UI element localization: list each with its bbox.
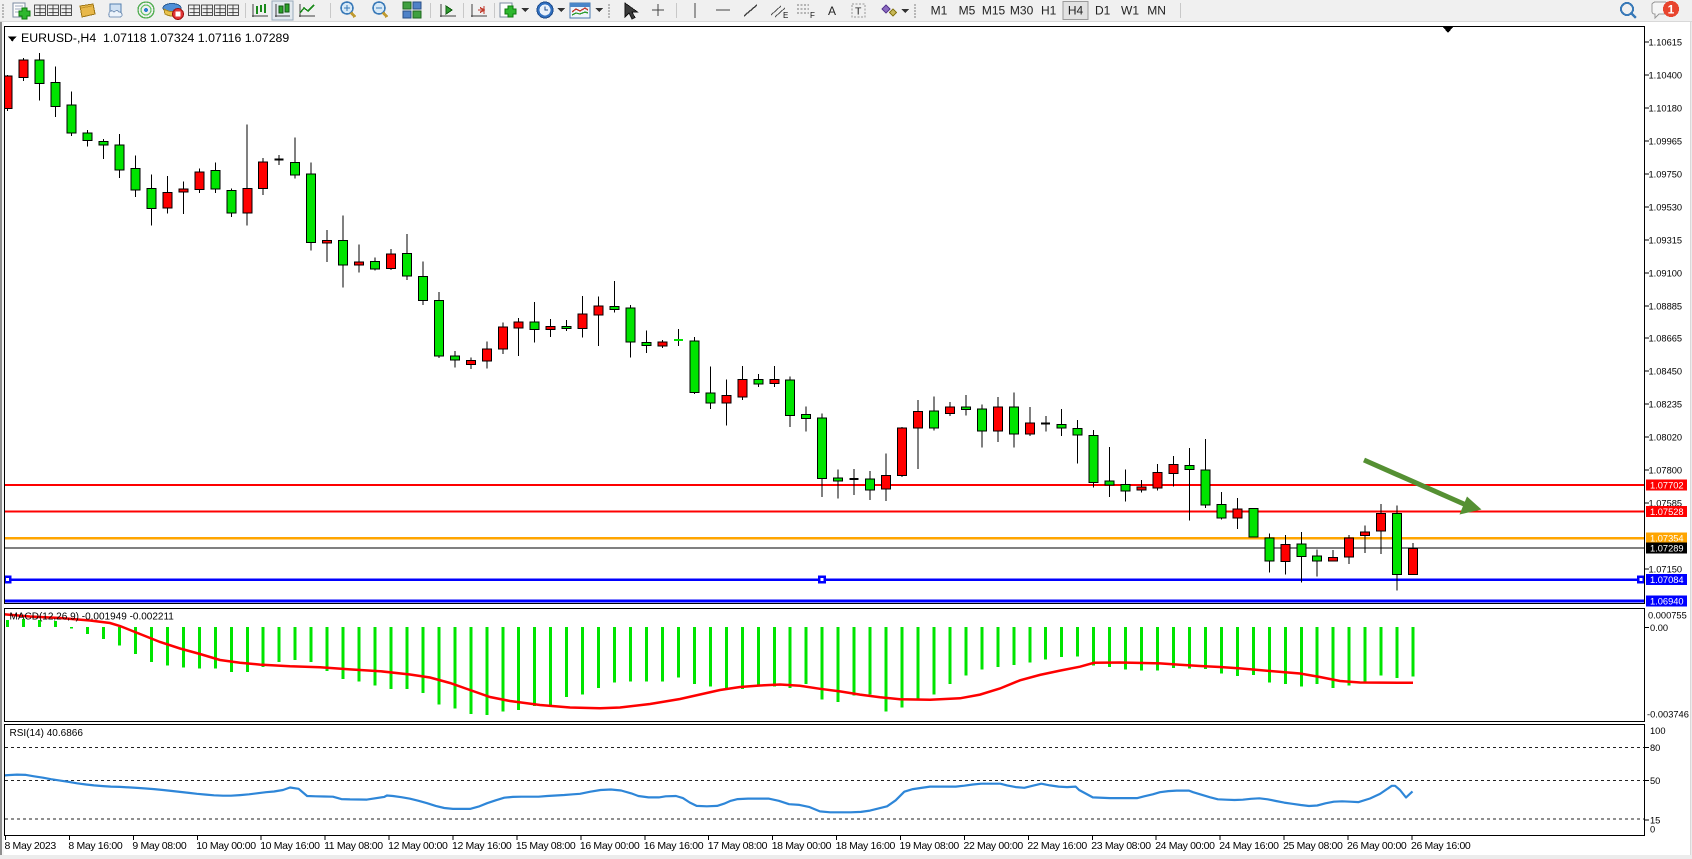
svg-text:RSI(14) 40.6866: RSI(14) 40.6866	[10, 728, 84, 739]
svg-text:W1: W1	[1121, 4, 1139, 18]
svg-text:16 May 00:00: 16 May 00:00	[580, 840, 640, 852]
svg-text:1.07585: 1.07585	[1649, 498, 1683, 508]
svg-text:1.07528: 1.07528	[1650, 507, 1684, 517]
svg-text:M15: M15	[982, 4, 1006, 18]
svg-text:H4: H4	[1068, 4, 1084, 18]
svg-text:10 May 00:00: 10 May 00:00	[196, 840, 256, 852]
svg-text:1.09315: 1.09315	[1649, 235, 1683, 245]
svg-text:10 May 16:00: 10 May 16:00	[260, 840, 320, 852]
svg-text:H1: H1	[1041, 4, 1057, 18]
svg-text:1.07354: 1.07354	[1650, 533, 1684, 543]
svg-text:T: T	[855, 6, 862, 18]
svg-text:1: 1	[1668, 3, 1675, 17]
svg-text:-0.003746: -0.003746	[1647, 710, 1689, 720]
svg-text:MN: MN	[1147, 4, 1166, 18]
svg-text:18 May 16:00: 18 May 16:00	[836, 840, 896, 852]
svg-text:1.08885: 1.08885	[1649, 301, 1683, 311]
svg-text:15 May 08:00: 15 May 08:00	[516, 840, 576, 852]
svg-text:1.07800: 1.07800	[1649, 465, 1683, 475]
svg-text:24 May 00:00: 24 May 00:00	[1155, 840, 1215, 852]
svg-text:D1: D1	[1095, 4, 1111, 18]
svg-text:9 May 08:00: 9 May 08:00	[132, 840, 186, 852]
svg-text:1.10180: 1.10180	[1649, 103, 1683, 113]
svg-text:1.07702: 1.07702	[1650, 480, 1684, 490]
svg-text:0.00: 0.00	[1650, 623, 1668, 633]
svg-text:0.000755: 0.000755	[1648, 610, 1687, 620]
svg-text:1.07289: 1.07289	[1650, 543, 1684, 553]
svg-text:A: A	[828, 4, 836, 18]
svg-text:EURUSD-,H4 1.07118 1.07324 1.: EURUSD-,H4 1.07118 1.07324 1.07116 1.072…	[21, 31, 289, 45]
svg-text:1.08665: 1.08665	[1649, 333, 1683, 343]
svg-text:19 May 08:00: 19 May 08:00	[900, 840, 960, 852]
svg-text:F: F	[810, 11, 815, 20]
svg-text:22 May 00:00: 22 May 00:00	[964, 840, 1024, 852]
svg-text:80: 80	[1650, 743, 1660, 753]
svg-text:1.07084: 1.07084	[1650, 575, 1684, 585]
svg-text:11 May 08:00: 11 May 08:00	[324, 840, 383, 852]
svg-text:M30: M30	[1010, 4, 1034, 18]
svg-text:1.07150: 1.07150	[1649, 564, 1683, 574]
svg-text:1.08235: 1.08235	[1649, 399, 1683, 409]
svg-text:M1: M1	[931, 4, 948, 18]
svg-text:22 May 16:00: 22 May 16:00	[1027, 840, 1087, 852]
svg-text:12 May 16:00: 12 May 16:00	[452, 840, 512, 852]
svg-text:1.09530: 1.09530	[1649, 202, 1683, 212]
svg-text:24 May 16:00: 24 May 16:00	[1219, 840, 1279, 852]
svg-text:E: E	[783, 11, 788, 20]
svg-text:23 May 08:00: 23 May 08:00	[1091, 840, 1151, 852]
svg-text:1.08450: 1.08450	[1649, 366, 1683, 376]
svg-text:100: 100	[1650, 726, 1666, 736]
svg-text:1.08020: 1.08020	[1649, 432, 1683, 442]
svg-text:25 May 08:00: 25 May 08:00	[1283, 840, 1343, 852]
svg-text:26 May 16:00: 26 May 16:00	[1411, 840, 1471, 852]
svg-text:M5: M5	[959, 4, 976, 18]
svg-text:1.06940: 1.06940	[1650, 596, 1684, 606]
svg-text:18 May 00:00: 18 May 00:00	[772, 840, 832, 852]
svg-text:0: 0	[1650, 824, 1655, 834]
svg-text:1.10615: 1.10615	[1649, 37, 1683, 47]
svg-text:1.09965: 1.09965	[1649, 136, 1683, 146]
svg-text:8 May 2023: 8 May 2023	[5, 840, 57, 852]
svg-text:26 May 00:00: 26 May 00:00	[1347, 840, 1407, 852]
svg-text:17 May 08:00: 17 May 08:00	[708, 840, 768, 852]
svg-text:12 May 00:00: 12 May 00:00	[388, 840, 448, 852]
svg-text:15: 15	[1650, 815, 1660, 825]
svg-text:1.09100: 1.09100	[1649, 268, 1683, 278]
svg-text:MACD(12,26,9) -0.001949 -0.002: MACD(12,26,9) -0.001949 -0.002211	[10, 611, 175, 622]
svg-text:50: 50	[1650, 776, 1660, 786]
svg-text:16 May 16:00: 16 May 16:00	[644, 840, 704, 852]
svg-text:1.10400: 1.10400	[1649, 70, 1683, 80]
svg-text:1.09750: 1.09750	[1649, 169, 1683, 179]
svg-text:8 May 16:00: 8 May 16:00	[68, 840, 122, 852]
